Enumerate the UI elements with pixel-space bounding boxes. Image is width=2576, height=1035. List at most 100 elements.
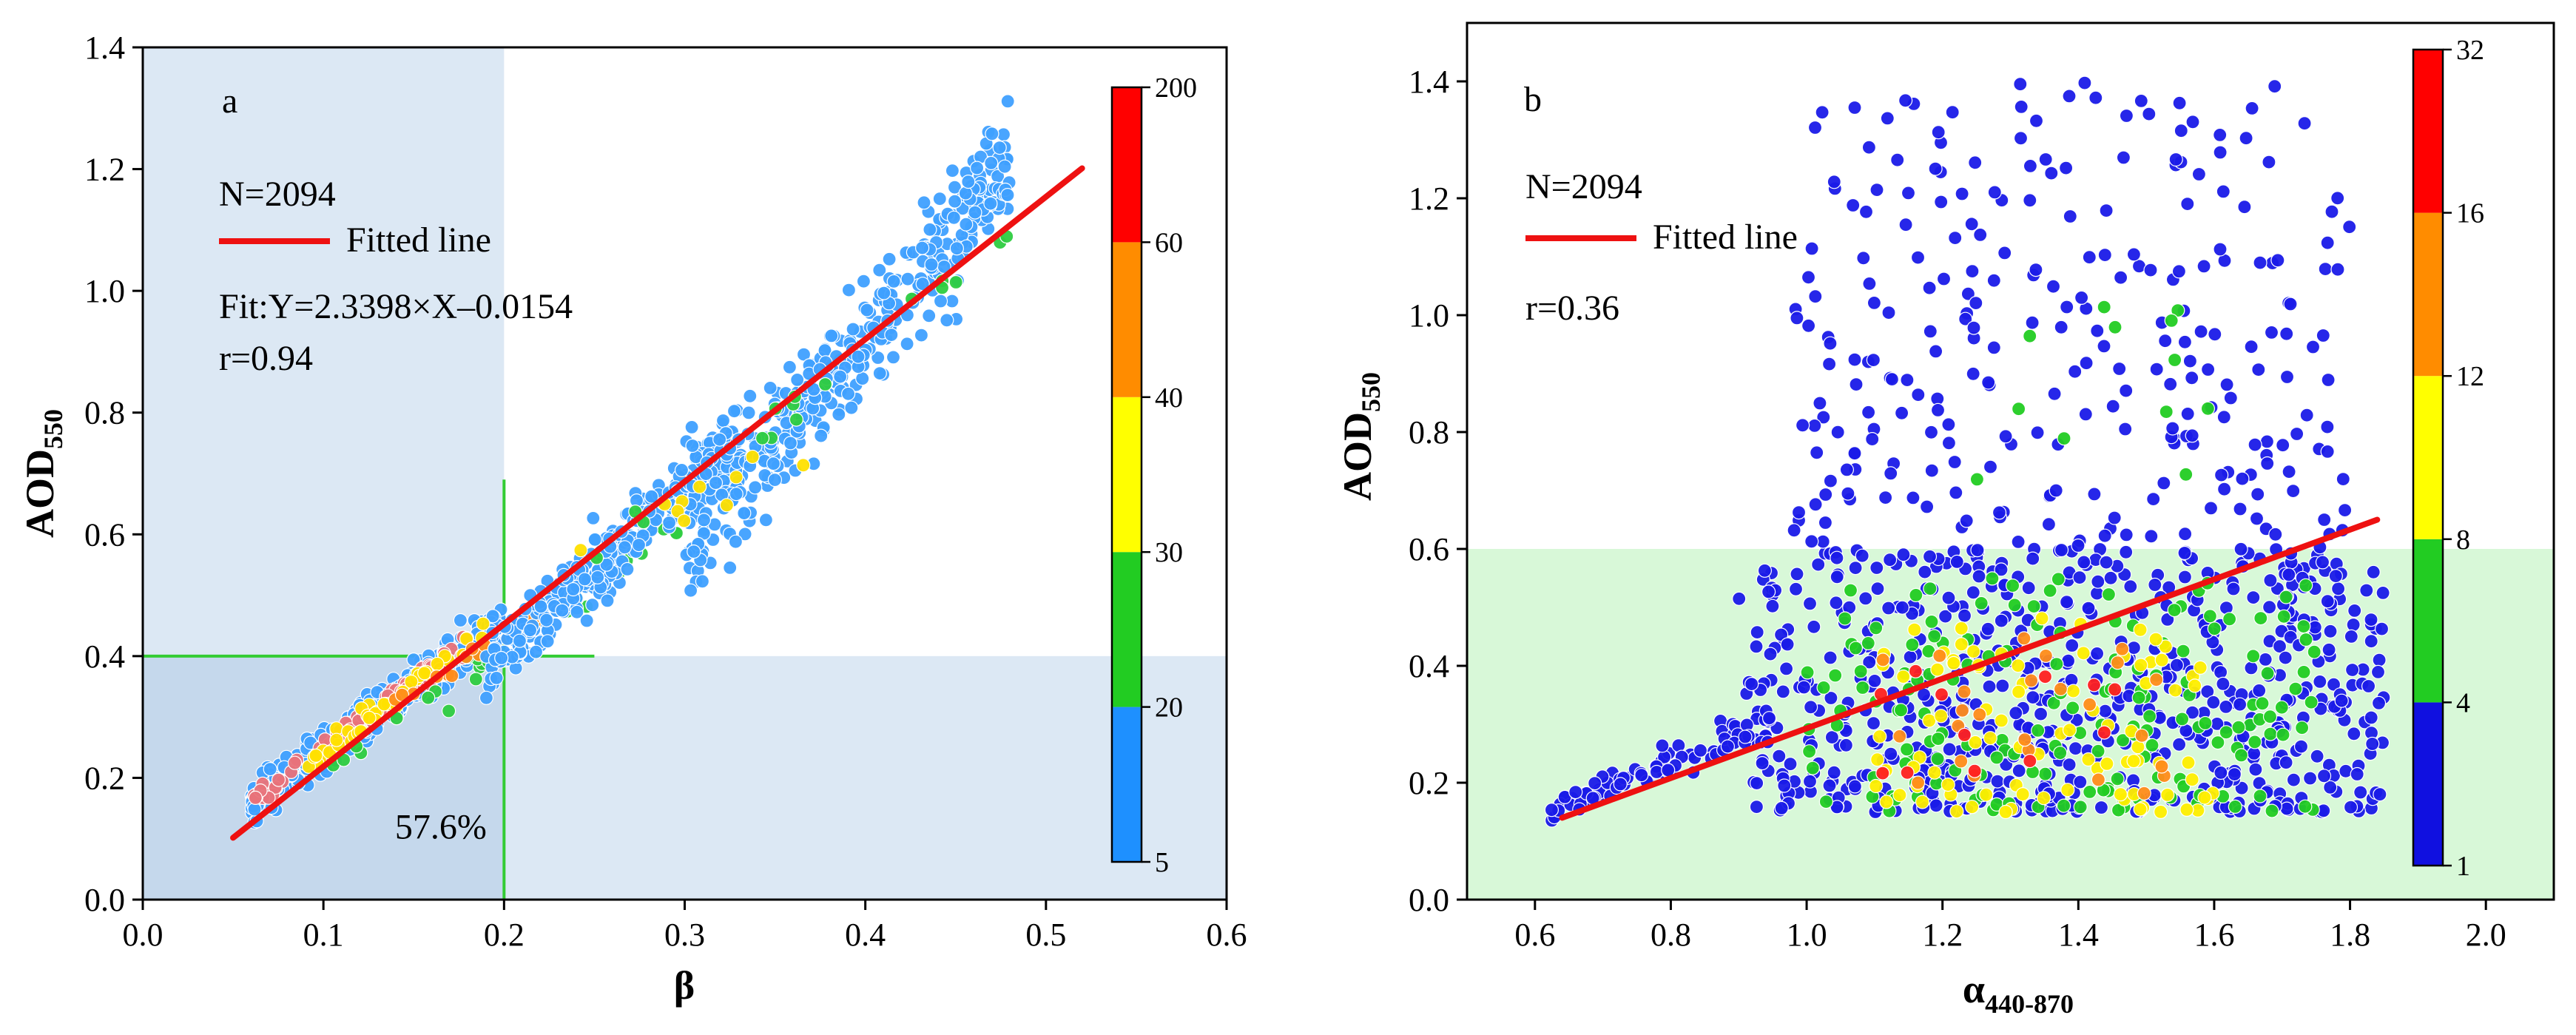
data-point [1966,320,1981,335]
data-point [945,163,960,178]
data-point [2268,527,2283,542]
x-axis-label-main: α [1963,967,1985,1011]
data-point [2108,682,2122,697]
data-point [1895,600,1909,615]
colorbar-tick-label: 40 [1155,382,1183,414]
y-tick-label: 0.0 [1409,882,1449,918]
data-point [715,413,731,428]
data-point [1927,765,1942,780]
data-point [2262,600,2277,615]
data-point [2073,800,2088,815]
y-tick-label: 1.4 [84,30,125,66]
x-tick-label: 0.5 [1025,917,1066,953]
data-point [914,240,930,255]
colorbar-segment [2413,539,2443,703]
data-point [886,274,901,289]
plot-frame [1466,21,2555,901]
data-point [755,431,770,445]
data-point [1994,562,2009,577]
data-point [1839,462,1854,477]
data-point [1830,425,1845,439]
data-point [2154,804,2168,820]
data-point [1941,417,1956,432]
colorbar-tick-label: 60 [1155,227,1183,258]
data-point [2248,437,2262,452]
data-point [1879,795,1894,809]
data-point [1804,700,1818,715]
x-tick-label: 0.2 [484,917,525,953]
data-point [2168,352,2182,368]
data-point [2361,678,2376,694]
data-point [782,360,798,374]
data-point [2057,431,2071,446]
data-point [2091,574,2105,589]
data-point [2091,772,2105,787]
data-point [872,366,887,381]
data-point [1847,779,1862,794]
colorbar-segment [1112,707,1142,862]
data-point [2142,709,2157,724]
data-point [958,186,973,200]
data-point [2148,632,2163,647]
data-point [2274,700,2289,715]
data-point [2262,155,2276,169]
data-point [946,210,962,225]
data-point [1930,752,1945,766]
data-point [263,761,277,777]
data-point [2290,426,2304,442]
data-point [2171,303,2185,318]
y-axis-label-sub: 550 [1356,372,1386,412]
data-point [2068,741,2083,756]
data-point [2279,326,2294,341]
panel-b: 0.6 0.8 1.0 1.2 1.4 1.6 1.8 2.0 0.0 0.2 0.4 0.6 0.8 1… [1335,21,2555,1019]
data-point [968,205,982,220]
data-point [992,141,1007,155]
data-point [362,710,377,726]
data-point [2299,408,2314,422]
data-point [1909,587,1923,603]
data-point [2066,701,2080,715]
data-point [1544,803,1559,817]
colorbar-tick-label: 30 [1155,537,1183,568]
data-point [2023,328,2037,343]
data-point [947,194,962,209]
data-point [1934,687,1949,702]
y-tick-label: 1.2 [1409,181,1449,217]
data-point [1968,155,1983,170]
data-point [2244,661,2259,675]
data-point [2114,270,2128,285]
data-point [1738,729,1753,744]
data-point [2296,618,2311,634]
data-point [1890,152,1905,167]
data-point [2165,421,2180,436]
data-point [1900,372,1915,388]
data-point [2119,108,2134,124]
data-point [2364,710,2378,725]
data-point [1875,653,1890,667]
data-point [886,350,901,365]
data-point [1946,655,1961,671]
data-point [1801,270,1816,285]
data-point [2177,334,2192,349]
data-point [1898,93,1913,108]
colorbar-tick-label: 200 [1155,73,1197,104]
data-point [766,456,781,471]
data-point [1869,560,1884,576]
data-point [2097,339,2111,354]
data-point [1811,557,1826,572]
data-point [1932,648,1947,664]
data-point [2026,551,2040,566]
data-point [2223,391,2238,405]
x-tick-label: 0.6 [1207,917,1247,953]
data-point [2131,690,2146,705]
data-point [2365,736,2380,752]
data-point [2324,204,2339,219]
colorbar-segment [2413,212,2443,377]
data-point [1989,750,2004,765]
data-point [2214,468,2229,482]
data-point [1862,655,1877,670]
data-point [855,371,870,386]
data-point [2185,371,2199,385]
data-point [1986,273,2001,288]
data-point [1931,125,1946,140]
